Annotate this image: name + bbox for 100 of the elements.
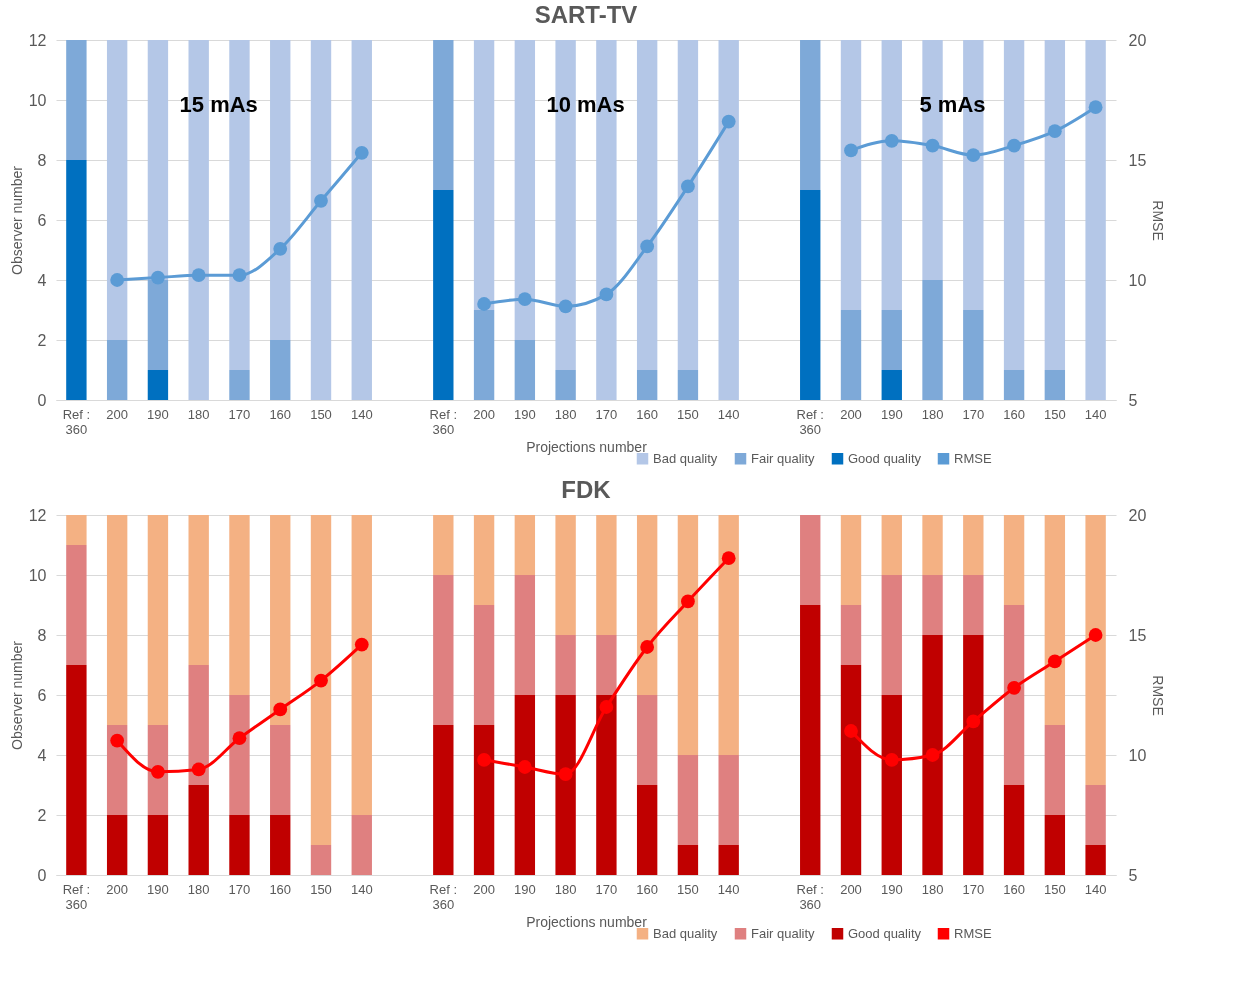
y-tick-label: 6 — [37, 686, 47, 704]
bar — [106, 815, 128, 875]
bar — [596, 695, 617, 875]
y2-tick-label: 15 — [1128, 151, 1147, 169]
point — [1047, 124, 1062, 139]
y2-axis-title: RMSE — [1150, 200, 1167, 241]
bar — [840, 40, 862, 310]
y2-tick-label: 20 — [1128, 31, 1147, 49]
x-tick-label: 150 — [1043, 881, 1066, 897]
x-tick-label: 170 — [962, 881, 985, 897]
x-tick-label: 180 — [554, 881, 577, 897]
x-tick-label: 170 — [228, 406, 251, 422]
x-tick-label: 170 — [595, 881, 618, 897]
bar — [66, 545, 87, 665]
bar — [1085, 40, 1106, 400]
x-tick-label: 160 — [269, 881, 292, 897]
point — [1088, 100, 1103, 115]
annotation: 5 mAs — [919, 91, 986, 117]
x-tick-label: 190 — [880, 881, 903, 897]
legend-label: Fair quality — [751, 450, 816, 466]
x-tick-label: 140 — [1084, 406, 1107, 422]
bar — [922, 575, 943, 635]
chart-title: SART-TV — [534, 1, 638, 28]
x-tick-label: 150 — [677, 881, 699, 897]
y2-tick-label: 5 — [1128, 391, 1138, 409]
bar — [1044, 815, 1066, 875]
y2-axis-title: RMSE — [1150, 675, 1167, 716]
bar — [106, 340, 128, 400]
bar — [1085, 845, 1106, 875]
x-tick-label: 170 — [595, 406, 618, 422]
x-tick-label: Ref : 360 — [796, 406, 824, 437]
x-tick-label: 200 — [840, 406, 862, 422]
x-tick-label: 170 — [228, 881, 251, 897]
point — [721, 551, 736, 566]
y2-tick-label: 10 — [1128, 271, 1147, 289]
x-tick-label: 200 — [106, 881, 129, 897]
y2-tick-label: 5 — [1128, 866, 1138, 884]
y2-tick-label: 15 — [1128, 626, 1147, 644]
y-tick-label: 0 — [37, 391, 47, 409]
x-tick-label: 160 — [269, 406, 292, 422]
bar — [106, 40, 128, 340]
point — [884, 133, 899, 148]
bar — [718, 515, 739, 755]
bar — [963, 310, 984, 400]
x-tick-label: 180 — [187, 406, 210, 422]
legend-label: Good quality — [848, 925, 922, 941]
bar — [433, 575, 454, 725]
bar — [514, 575, 536, 695]
x-tick-label: 160 — [1003, 881, 1025, 897]
bar — [881, 310, 902, 370]
x-tick-label: 140 — [1084, 881, 1107, 897]
bar — [106, 515, 128, 725]
bar — [270, 340, 291, 400]
x-tick-label: 180 — [921, 406, 944, 422]
y-tick-label: 0 — [37, 866, 47, 884]
y-tick-label: 10 — [28, 566, 47, 584]
bar — [473, 310, 495, 400]
bar — [66, 665, 87, 875]
bar — [188, 785, 209, 875]
bar — [881, 40, 902, 310]
bar — [147, 815, 169, 875]
y-tick-label: 2 — [37, 806, 47, 824]
bar — [636, 695, 658, 785]
bar — [1085, 515, 1106, 785]
y-tick-label: 8 — [37, 626, 47, 644]
x-tick-label: Ref : 360 — [429, 881, 458, 912]
y-axis-title: Observer number — [8, 640, 25, 750]
bar — [636, 515, 658, 695]
bar — [800, 40, 821, 190]
bar — [229, 515, 250, 695]
bar — [800, 190, 821, 400]
legend-label: Fair quality — [751, 925, 816, 941]
y-axis-title: Observer number — [8, 165, 25, 275]
bar — [555, 695, 576, 875]
y-tick-label: 4 — [37, 271, 47, 289]
bar — [677, 515, 699, 755]
bar — [66, 515, 87, 545]
bar — [229, 370, 250, 400]
bar — [636, 370, 658, 400]
point — [558, 767, 573, 782]
legend-label: Good quality — [848, 450, 922, 466]
x-tick-label: 200 — [106, 406, 129, 422]
bar — [1085, 785, 1106, 845]
x-tick-label: 140 — [350, 406, 373, 422]
x-tick-label: Ref : 360 — [62, 881, 91, 912]
bar — [270, 815, 291, 875]
bar — [596, 635, 617, 695]
x-tick-label: 200 — [473, 881, 495, 897]
bar — [677, 370, 699, 400]
x-tick-label: 190 — [147, 406, 169, 422]
bar — [147, 370, 169, 400]
legend-label: Bad quality — [653, 925, 718, 941]
chart-title: FDK — [561, 476, 612, 503]
bar — [800, 605, 821, 875]
annotation: 10 mAs — [546, 91, 625, 117]
x-tick-label: 180 — [921, 881, 944, 897]
x-tick-label: 160 — [636, 406, 659, 422]
bar — [1044, 40, 1066, 370]
bar — [718, 845, 739, 875]
bar — [677, 845, 699, 875]
